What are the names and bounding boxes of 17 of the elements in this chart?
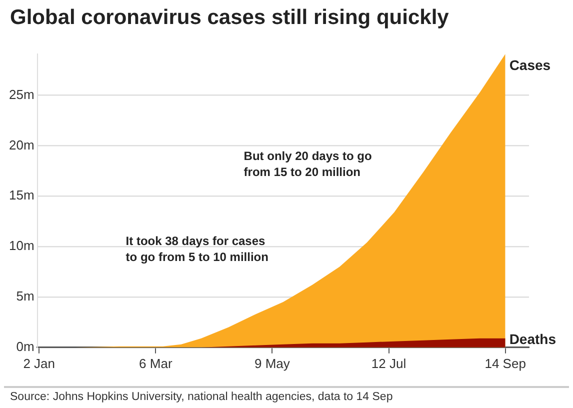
y-tick-label: 5m <box>16 288 34 304</box>
y-tick-label: 20m <box>8 137 34 152</box>
x-tick-label: 9 May <box>254 356 290 371</box>
series-label: Deaths <box>509 331 556 348</box>
x-tick-label: 2 Jan <box>23 356 56 371</box>
y-tick-label: 25m <box>8 86 34 102</box>
source-note: Source: Johns Hopkins University, national health agencies, data to 14 Sep <box>10 391 393 403</box>
x-tick-label: 6 Mar <box>139 356 173 371</box>
annotation: But only 20 days to go from 15 to 20 million <box>244 149 372 180</box>
x-tick-label: 12 Jul <box>371 356 406 371</box>
y-tick-label: 0m <box>16 338 34 354</box>
annotation: It took 38 days for cases to go from 5 to 10 million <box>126 234 268 264</box>
series-label: Cases <box>509 56 551 73</box>
x-tick-label: 14 Sep <box>484 356 526 371</box>
y-tick-label: 15m <box>8 188 34 203</box>
y-tick-label: 10m <box>8 238 34 254</box>
chart-title: Global coronavirus cases still rising quickly <box>10 6 449 30</box>
